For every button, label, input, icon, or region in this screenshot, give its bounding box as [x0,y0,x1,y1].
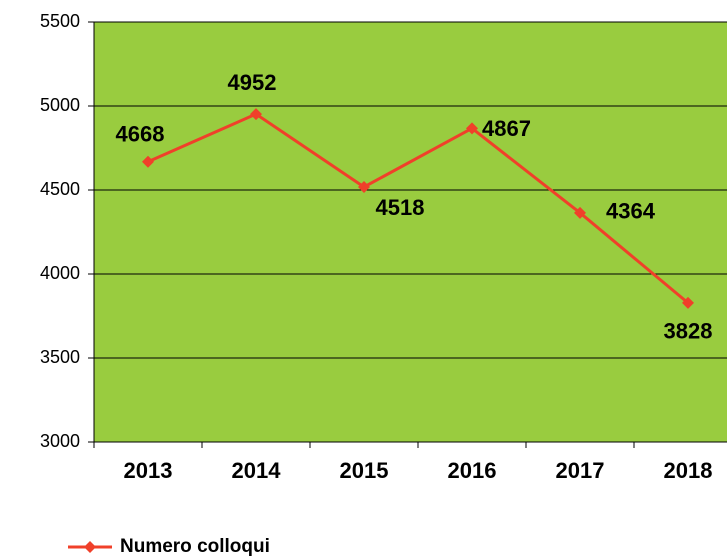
point [142,155,154,168]
data-label: 3828 [664,319,713,344]
data-label: 4867 [482,116,531,141]
legend-marker [84,541,96,553]
y-tick-label: 4500 [40,179,80,199]
x-tick-label: 2017 [556,458,605,483]
point [358,180,370,193]
x-tick-label: 2014 [232,458,282,483]
legend-label: Numero colloqui [120,536,270,556]
data-label: 4952 [228,70,277,95]
series-line [147,112,689,305]
point [682,296,694,309]
y-tick-label: 3000 [40,431,80,451]
point [574,206,586,219]
data-label: 4518 [376,195,425,220]
x-tick-label: 2018 [664,458,713,483]
point [466,122,478,135]
point [250,108,262,121]
y-tick-label: 3500 [40,347,80,367]
x-tick-label: 2013 [124,458,173,483]
y-tick-label: 5000 [40,95,80,115]
x-tick-label: 2016 [448,458,497,483]
y-tick-label: 4000 [40,263,80,283]
x-tick-label: 2015 [340,458,389,483]
data-label: 4364 [606,199,656,224]
plot-area [94,22,727,442]
y-tick-label: 5500 [40,11,80,31]
data-label: 4668 [116,122,165,147]
